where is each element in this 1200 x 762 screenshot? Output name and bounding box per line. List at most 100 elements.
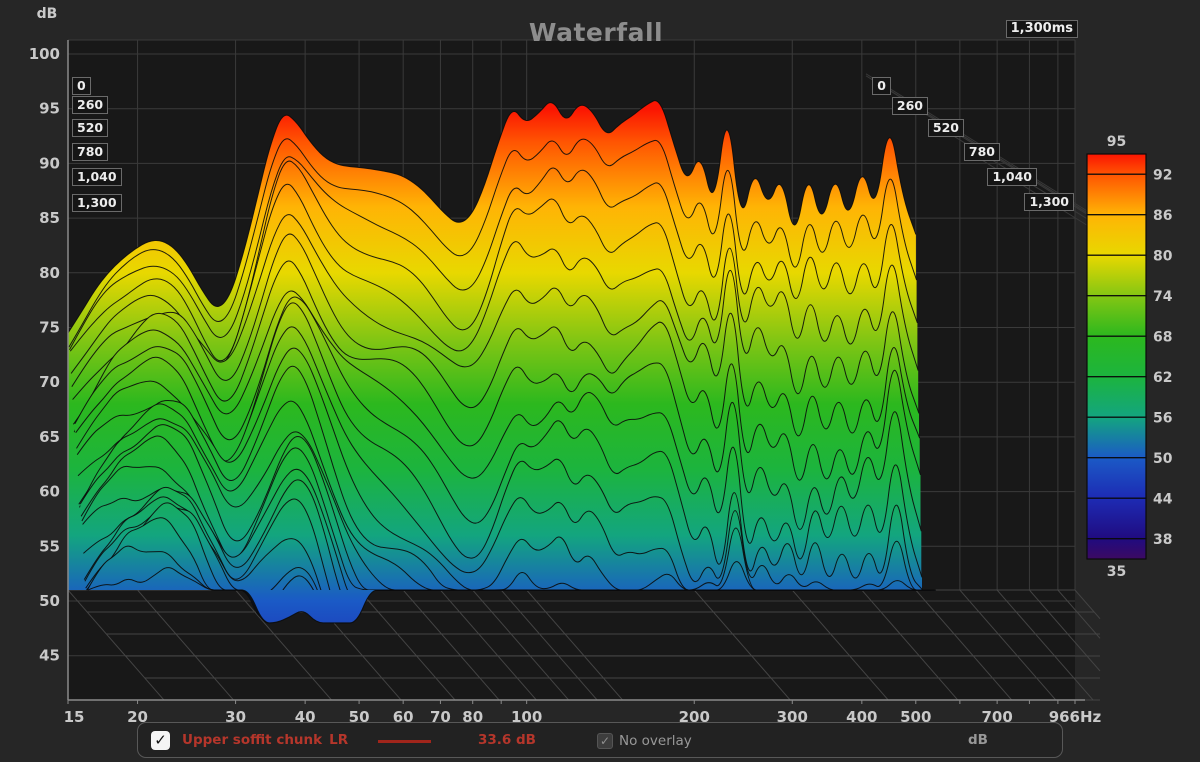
floor-grid-line xyxy=(67,589,165,701)
decay-slice-fill xyxy=(88,567,936,623)
decay-slice-outline xyxy=(68,138,918,348)
colorbar-tick-label: 50 xyxy=(1153,451,1173,467)
axis-labels: dB 100 95 90 85 80 75 70 65 60 55 50 45 15 20 30 40 50 60 7… xyxy=(29,6,1102,726)
floor-grid-line xyxy=(996,589,1094,701)
y-tick-label: 100 xyxy=(29,45,60,63)
decay-slice-fill xyxy=(85,502,934,623)
x-tick-label: 700 xyxy=(981,708,1012,726)
decay-slice-outline xyxy=(74,296,924,591)
time-label-right: 260 xyxy=(891,97,928,115)
decay-slice-outline xyxy=(72,260,922,532)
overlay-checkbox[interactable]: ✓ xyxy=(597,733,613,749)
decay-slice-outline xyxy=(71,214,921,439)
decay-slice-outline xyxy=(69,156,918,351)
overlay-label: No overlay xyxy=(619,733,692,749)
y-tick-label: 55 xyxy=(39,537,60,555)
colorbar-segment xyxy=(1086,335,1147,378)
x-tick-label: 966Hz xyxy=(1049,708,1102,726)
decay-slice-outline xyxy=(87,567,936,624)
floor-grid-line xyxy=(137,589,234,701)
x-tick-label: 100 xyxy=(511,708,542,726)
y-tick-label: 75 xyxy=(39,319,60,337)
time-label-left: 260 xyxy=(72,96,109,114)
x-tick-label: 20 xyxy=(127,708,148,726)
floor-grid-line xyxy=(915,589,1013,701)
x-tick-label: 40 xyxy=(295,708,316,726)
floor-grid-line xyxy=(693,589,791,701)
x-tick-label: 80 xyxy=(462,708,483,726)
y-tick-label: 85 xyxy=(39,209,60,227)
measurement-trace-swatch xyxy=(378,740,431,743)
legend-bar: ✓ Upper soffit chunk LR 33.6 dB ✓ No over… xyxy=(137,722,1063,758)
time-label-right: 520 xyxy=(927,119,964,137)
colorbar-tick-label: 62 xyxy=(1153,370,1172,386)
floor-grid-line xyxy=(235,589,332,701)
measurement-checkbox[interactable]: ✓ xyxy=(151,731,170,750)
y-axis-unit-label: dB xyxy=(37,6,58,22)
floor-grid-line xyxy=(500,589,598,701)
colorbar-segment xyxy=(1086,538,1147,560)
x-tick-label: 300 xyxy=(777,708,808,726)
colorbar-bottom-label: 35 xyxy=(1107,564,1126,580)
floor-grid-line xyxy=(861,589,959,701)
colorbar-tick-label: 38 xyxy=(1153,532,1172,548)
floor-grid-line xyxy=(472,589,570,701)
floor-grid-line xyxy=(1057,589,1101,639)
floor-grid-line xyxy=(959,589,1057,701)
decay-slice-outline xyxy=(69,160,919,371)
x-tick-label: 500 xyxy=(900,708,931,726)
x-tick-label: 70 xyxy=(430,708,451,726)
x-tick-label: 50 xyxy=(349,708,370,726)
floor-grid-line xyxy=(1074,589,1101,620)
time-label-left: 1,040 xyxy=(72,168,122,186)
time-window-label: 1,300ms xyxy=(1005,20,1078,38)
colorbar-segment xyxy=(1086,497,1147,540)
x-tick-label: 60 xyxy=(393,708,414,726)
colorbar-segment xyxy=(1086,254,1147,297)
decay-slice-fill xyxy=(86,517,935,623)
waterfall-surface[interactable] xyxy=(67,100,936,624)
colorbar-segment xyxy=(1086,416,1147,459)
y-tick-label: 60 xyxy=(39,483,60,501)
y-tick-label: 80 xyxy=(39,264,60,282)
measurement-value: 33.6 dB xyxy=(478,732,536,748)
time-label-left: 0 xyxy=(72,77,91,95)
decay-slice-outline xyxy=(67,100,917,334)
time-label-right: 0 xyxy=(872,77,891,95)
floor-grid-line xyxy=(402,589,500,701)
y-tick-label: 90 xyxy=(39,154,60,172)
floor-grid-line xyxy=(791,589,889,701)
time-label-left: 1,300 xyxy=(72,194,122,212)
time-label-left: 520 xyxy=(72,119,109,137)
colorbar-tick-label: 74 xyxy=(1153,289,1173,305)
legend-unit-label: dB xyxy=(968,732,988,748)
colorbar-tick-label: 68 xyxy=(1153,329,1172,345)
colorbar-segment xyxy=(1086,376,1147,418)
y-tick-label: 50 xyxy=(39,592,60,610)
colorbar-segment xyxy=(1086,173,1147,216)
colorbar-tick-label: 56 xyxy=(1153,410,1172,426)
colorbar-segment xyxy=(1086,214,1147,256)
measurement-channel: LR xyxy=(329,732,349,748)
x-tick-label: 30 xyxy=(225,708,246,726)
floor-grid-line xyxy=(526,589,624,701)
axes xyxy=(67,40,1085,704)
x-tick-label: 15 xyxy=(64,708,85,726)
decay-slice-outline xyxy=(73,290,923,578)
colorbar-tick-label: 44 xyxy=(1153,491,1173,507)
colorbar-top-label: 95 xyxy=(1107,134,1126,150)
measurement-name: Upper soffit chunk xyxy=(182,732,323,748)
decay-slice-outline xyxy=(72,233,921,481)
time-label-right: 1,040 xyxy=(987,168,1037,186)
floor-grid-line xyxy=(358,589,456,701)
chart-title: Waterfall xyxy=(528,18,664,47)
x-tick-label: 200 xyxy=(679,708,710,726)
time-label-left: 780 xyxy=(72,143,109,161)
colorbar: 95 92 86 80 74 68 62 56 50 44 38 35 xyxy=(1086,134,1173,580)
measurement-label[interactable]: Upper soffit chunk LR xyxy=(182,732,348,748)
colorbar-segment xyxy=(1086,295,1147,337)
y-tick-label: 65 xyxy=(39,428,60,446)
colorbar-tick-label: 92 xyxy=(1153,167,1172,183)
